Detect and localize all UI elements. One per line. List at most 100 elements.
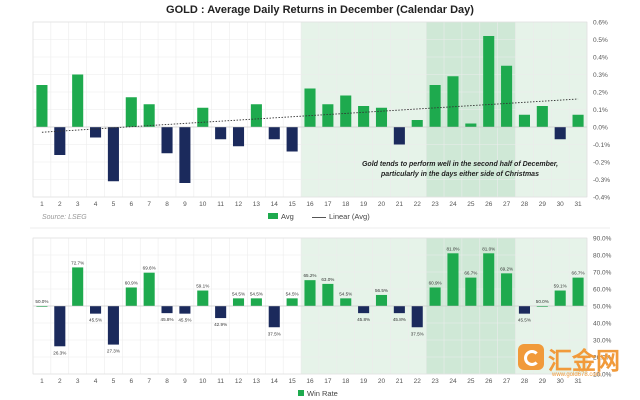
winrate-chart-ytick-label: 20.0% bbox=[593, 355, 612, 362]
winrate-chart-data-label: 50.0% bbox=[35, 299, 48, 304]
winrate-chart-data-label: 56.5% bbox=[375, 288, 388, 293]
avg-chart-bar bbox=[54, 127, 66, 155]
winrate-chart-xtick-label: 11 bbox=[217, 378, 224, 385]
avg-chart-xtick-label: 5 bbox=[112, 201, 116, 208]
legend-winrate: Win Rate bbox=[298, 389, 338, 398]
avg-chart-bar bbox=[518, 114, 530, 127]
winrate-chart-xtick-label: 4 bbox=[94, 378, 98, 385]
avg-chart-ytick-label: 0.2% bbox=[593, 90, 608, 97]
winrate-chart-data-label: 26.3% bbox=[53, 350, 66, 355]
avg-chart-xtick-label: 19 bbox=[360, 201, 368, 208]
avg-chart-bar bbox=[161, 127, 173, 154]
legend-avg: Avg bbox=[268, 212, 294, 221]
winrate-chart-ytick-label: 80.0% bbox=[593, 253, 612, 260]
avg-chart-bar bbox=[375, 107, 388, 127]
winrate-chart-data-label: 42.9% bbox=[214, 322, 227, 327]
winrate-chart-xtick-label: 26 bbox=[485, 378, 493, 385]
winrate-chart-bar bbox=[232, 298, 245, 306]
avg-chart-bar bbox=[179, 127, 191, 183]
legend-avg-label: Avg bbox=[281, 212, 294, 221]
avg-chart-ytick-label: -0.2% bbox=[593, 160, 610, 167]
watermark-text: 汇金网 bbox=[548, 348, 620, 375]
avg-chart-xtick-label: 21 bbox=[396, 201, 404, 208]
winrate-chart-xtick-label: 29 bbox=[539, 378, 547, 385]
winrate-chart-data-label: 50.0% bbox=[536, 299, 549, 304]
winrate-chart-data-label: 45.5% bbox=[518, 318, 531, 323]
winrate-chart-xtick-label: 8 bbox=[165, 378, 169, 385]
winrate-chart-data-label: 37.5% bbox=[268, 331, 281, 336]
avg-chart-ytick-label: 0.5% bbox=[593, 37, 608, 44]
winrate-chart-xtick-label: 20 bbox=[378, 378, 386, 385]
avg-chart-xtick-label: 11 bbox=[217, 201, 224, 208]
avg-chart-xtick-label: 22 bbox=[414, 201, 422, 208]
winrate-chart-bar bbox=[268, 306, 280, 328]
winrate-chart-data-label: 63.0% bbox=[321, 277, 334, 282]
winrate-chart-data-label: 66.7% bbox=[572, 271, 585, 276]
winrate-chart-xtick-label: 16 bbox=[306, 378, 314, 385]
avg-chart-xtick-label: 20 bbox=[378, 201, 386, 208]
winrate-chart-bar bbox=[286, 298, 298, 306]
avg-chart-xtick-label: 15 bbox=[289, 201, 297, 208]
avg-chart-bar bbox=[125, 97, 137, 127]
avg-chart-bar bbox=[393, 127, 405, 145]
winrate-chart-bar bbox=[572, 277, 584, 306]
avg-chart-bar bbox=[197, 107, 209, 127]
avg-chart-bar bbox=[36, 85, 48, 127]
winrate-chart-bar bbox=[393, 306, 405, 314]
legend-winrate-label: Win Rate bbox=[307, 389, 338, 398]
avg-chart-xtick-label: 31 bbox=[574, 201, 582, 208]
winrate-chart-data-label: 59.1% bbox=[554, 284, 567, 289]
winrate-chart-xtick-label: 23 bbox=[431, 378, 439, 385]
watermark-subtext: www.gold678.com bbox=[552, 372, 601, 378]
chart-annotation: Gold tends to perform well in the second… bbox=[361, 161, 559, 178]
avg-chart-xtick-label: 24 bbox=[449, 201, 457, 208]
winrate-chart-bar bbox=[465, 277, 477, 306]
winrate-chart-bar bbox=[483, 253, 495, 306]
avg-chart-bar bbox=[340, 95, 352, 127]
avg-chart-xtick-label: 17 bbox=[324, 201, 332, 208]
winrate-chart-xtick-label: 15 bbox=[289, 378, 297, 385]
avg-chart-bar bbox=[90, 127, 102, 138]
avg-chart-plot-border bbox=[32, 21, 588, 198]
winrate-chart-data-label: 65.2% bbox=[303, 273, 316, 278]
avg-chart-xtick-label: 29 bbox=[539, 201, 547, 208]
avg-chart-bar bbox=[411, 120, 423, 127]
winrate-chart-bar bbox=[54, 306, 66, 347]
avg-chart-bar bbox=[143, 104, 155, 127]
winrate-chart-xtick-label: 6 bbox=[129, 378, 133, 385]
winrate-chart-xtick-label: 7 bbox=[147, 378, 151, 385]
winrate-chart-bar bbox=[215, 306, 227, 319]
avg-chart-bar bbox=[286, 127, 298, 152]
winrate-chart-xtick-label: 3 bbox=[76, 378, 80, 385]
winrate-chart-xtick-label: 25 bbox=[467, 378, 475, 385]
winrate-chart-data-label: 81.0% bbox=[446, 246, 459, 251]
avg-chart-xtick-label: 18 bbox=[342, 201, 350, 208]
winrate-chart-bar bbox=[536, 306, 548, 307]
winrate-chart-data-label: 59.1% bbox=[196, 284, 209, 289]
avg-chart-xtick-label: 6 bbox=[129, 201, 133, 208]
winrate-chart-xtick-label: 12 bbox=[235, 378, 243, 385]
avg-chart-ytick-label: -0.1% bbox=[593, 142, 610, 149]
avg-chart-xtick-label: 8 bbox=[165, 201, 169, 208]
winrate-chart-xtick-label: 30 bbox=[557, 378, 565, 385]
avg-chart-bar bbox=[322, 104, 334, 127]
avg-chart-bar bbox=[429, 85, 441, 127]
winrate-chart-xtick-label: 21 bbox=[396, 378, 404, 385]
avg-chart-xtick-label: 27 bbox=[503, 201, 511, 208]
winrate-chart-bar bbox=[197, 290, 209, 306]
source-note: Source: LSEG bbox=[42, 214, 87, 221]
winrate-chart-data-label: 45.5% bbox=[178, 318, 191, 323]
winrate-chart-bar bbox=[36, 306, 48, 307]
legend-linear-swatch bbox=[312, 216, 326, 218]
legend-avg-swatch bbox=[268, 213, 278, 219]
avg-chart-xtick-label: 23 bbox=[431, 201, 439, 208]
winrate-chart-ytick-label: 70.0% bbox=[593, 270, 612, 277]
winrate-chart-data-label: 81.0% bbox=[482, 246, 495, 251]
winrate-chart-data-label: 60.9% bbox=[429, 280, 442, 285]
avg-chart-xtick-label: 14 bbox=[271, 201, 279, 208]
winrate-chart-data-label: 69.6% bbox=[143, 266, 156, 271]
winrate-chart-xtick-label: 13 bbox=[253, 378, 261, 385]
winrate-chart-bar bbox=[322, 283, 334, 306]
winrate-chart-xtick-label: 19 bbox=[360, 378, 368, 385]
